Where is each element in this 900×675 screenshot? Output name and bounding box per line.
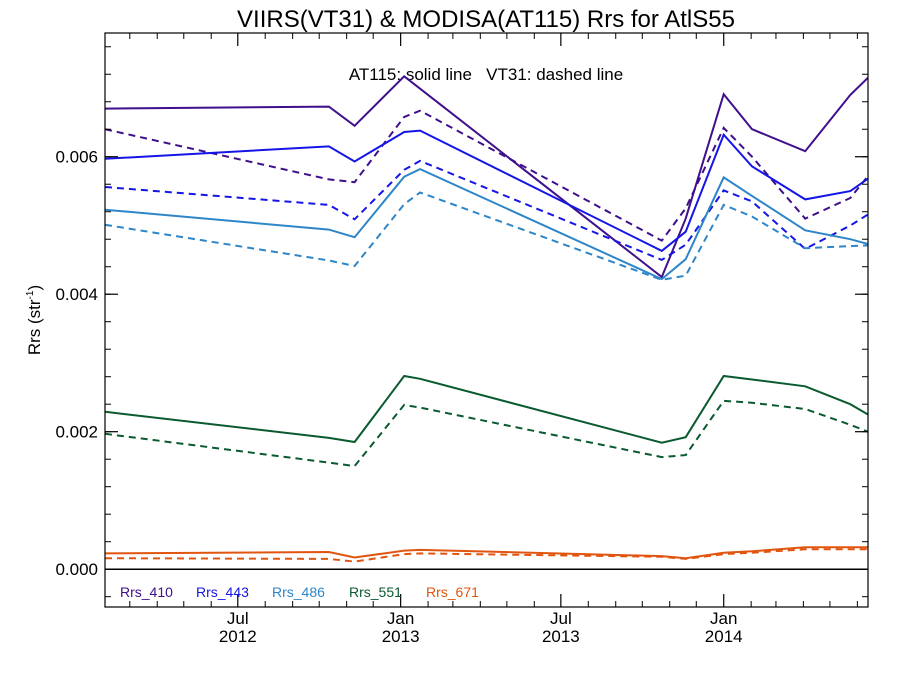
chart-title: VIIRS(VT31) & MODISA(AT115) Rrs for AtlS… — [237, 6, 735, 33]
series-line-rrs-410-dashed — [105, 109, 868, 242]
plot-content — [105, 74, 868, 570]
series-line-rrs-486-solid — [105, 167, 868, 281]
x-tick-year-label: 2012 — [219, 627, 257, 646]
y-axis-label-text: Rrs (str — [25, 299, 44, 355]
y-axis-label-superscript: -1 — [25, 290, 36, 299]
legend-item-rrs-486: Rrs_486 — [272, 584, 325, 600]
y-axis: 0.000 0.002 0.004 0.006 — [55, 46, 868, 598]
x-tick-month-label: Jul — [227, 609, 249, 628]
x-tick-month-label: Jul — [550, 609, 572, 628]
y-axis-label-close: ) — [25, 285, 44, 291]
series-line-rrs-671-dashed — [105, 548, 868, 563]
y-tick-label: 0.002 — [55, 423, 98, 442]
series-line-rrs-551-solid — [105, 374, 868, 444]
series-line-rrs-486-dashed — [105, 191, 868, 281]
plot-frame — [104, 32, 869, 608]
legend-item-rrs-443: Rrs_443 — [196, 584, 249, 600]
line-style-annotation: AT115: solid line VT31: dashed line — [349, 65, 623, 84]
x-tick-year-label: 2014 — [705, 627, 743, 646]
legend-item-rrs-410: Rrs_410 — [120, 584, 173, 600]
series-line-rrs-443-dashed — [105, 159, 868, 262]
series-lines — [105, 74, 868, 563]
x-tick-year-label: 2013 — [382, 627, 420, 646]
y-tick-label: 0.004 — [55, 285, 98, 304]
series-line-rrs-551-dashed — [105, 399, 868, 468]
series-line-rrs-443-solid — [105, 129, 868, 253]
legend-item-rrs-671: Rrs_671 — [426, 584, 479, 600]
x-tick-month-label: Jan — [387, 609, 414, 628]
legend-item-rrs-551: Rrs_551 — [349, 584, 402, 600]
y-tick-label: 0.006 — [55, 148, 98, 167]
y-tick-label: 0.000 — [55, 560, 98, 579]
y-axis-label: Rrs (str-1) — [25, 285, 44, 355]
series-line-rrs-410-solid — [105, 74, 868, 279]
x-tick-month-label: Jan — [710, 609, 737, 628]
legend: Rrs_410 Rrs_443 Rrs_486 Rrs_551 Rrs_671 — [120, 584, 479, 600]
x-tick-year-label: 2013 — [542, 627, 580, 646]
